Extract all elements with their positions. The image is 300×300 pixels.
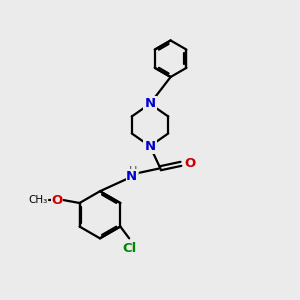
Text: CH₃: CH₃ (28, 195, 47, 205)
Text: O: O (51, 194, 62, 207)
Text: Cl: Cl (122, 242, 136, 255)
Text: O: O (184, 157, 196, 170)
Text: N: N (144, 140, 156, 153)
Text: H: H (129, 166, 137, 176)
Text: N: N (144, 97, 156, 110)
Text: N: N (126, 170, 137, 183)
